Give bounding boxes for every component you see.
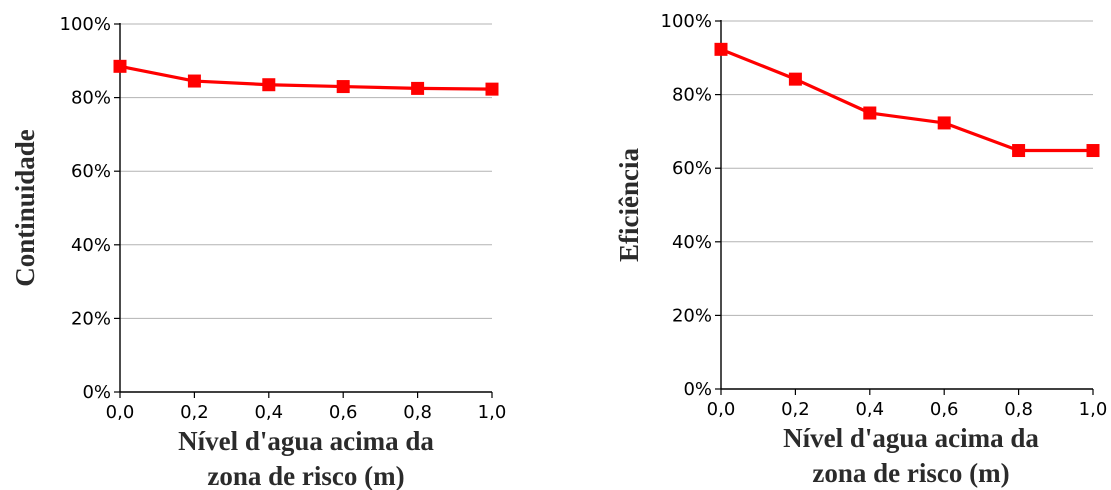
x-axis-title-line-1: Nível d'agua acima da (178, 426, 434, 456)
data-point-x-0-6 (937, 116, 951, 130)
y-tick-label: 60% (71, 161, 111, 182)
x-tick-label: 0,8 (1004, 399, 1033, 420)
y-tick-label: 20% (672, 305, 712, 326)
data-point-x-0-4 (262, 78, 276, 92)
x-tick-label: 1,0 (478, 402, 507, 423)
x-tick-label: 0,8 (403, 402, 432, 423)
y-axis-title: Eficiência (614, 148, 644, 262)
y-tick-label: 20% (71, 308, 111, 329)
data-point-x-0-0 (113, 59, 127, 73)
data-point-x-0-0 (714, 42, 728, 56)
y-tick-label: 40% (672, 232, 712, 253)
y-tick-label: 40% (71, 235, 111, 256)
y-tick-label: 100% (60, 14, 111, 35)
data-point-x-0-8 (1012, 144, 1026, 158)
x-tick-label: 0,6 (329, 402, 358, 423)
data-point-x-1-0 (1086, 144, 1100, 158)
x-axis-title-line-1: Nível d'agua acima da (783, 423, 1039, 453)
x-axis-title-line-2: zona de risco (m) (812, 458, 1009, 488)
y-tick-label: 0% (82, 382, 111, 403)
x-tick-label: 0,0 (707, 399, 736, 420)
y-tick-label: 80% (672, 85, 712, 106)
series-line (720, 47, 1093, 153)
x-tick-label: 1,0 (1079, 399, 1108, 420)
series-line (119, 64, 493, 91)
x-tick-label: 0,6 (930, 399, 959, 420)
data-point-x-1-0 (485, 82, 499, 96)
chart-continuidade: 0% 20% 40% 60% 80% 100% 0,0 0,2 0,4 0,6 0,8 1,0 Cont… (10, 14, 506, 490)
y-tick-label: 60% (672, 158, 712, 179)
x-tick-label: 0,2 (781, 399, 810, 420)
y-tick-label: 0% (683, 379, 712, 400)
data-point-x-0-2 (187, 74, 201, 88)
y-tick-label: 80% (71, 88, 111, 109)
data-point-x-0-6 (336, 80, 350, 94)
y-tick-label: 100% (661, 11, 712, 32)
y-axis-title: Continuidade (10, 129, 40, 287)
x-tick-label: 0,4 (254, 402, 283, 423)
data-point-x-0-4 (863, 106, 877, 120)
chart-eficiencia: 0% 20% 40% 60% 80% 100% 0,0 0,2 0,4 0,6 0,8 1,0 Efic… (614, 11, 1107, 488)
x-axis-title-line-2: zona de risco (m) (207, 461, 404, 490)
data-point-x-0-8 (411, 81, 425, 95)
x-tick-label: 0,0 (106, 402, 135, 423)
x-tick-label: 0,2 (180, 402, 209, 423)
x-tick-label: 0,4 (855, 399, 884, 420)
data-point-x-0-2 (788, 72, 802, 86)
